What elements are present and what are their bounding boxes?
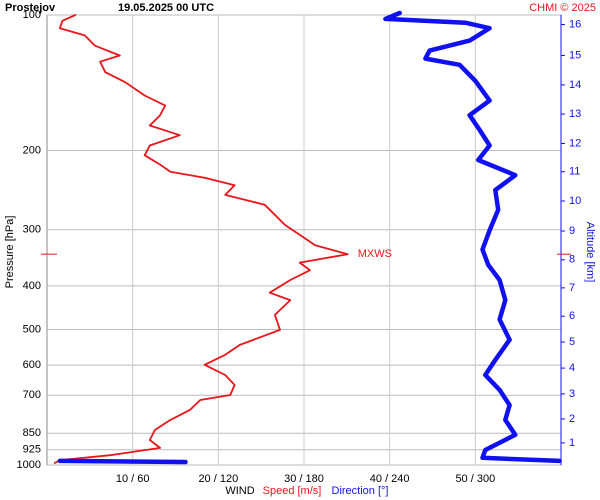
annotation: MXWS	[358, 248, 392, 260]
y2-tick-label: 4	[569, 362, 575, 374]
y-tick-label: 100	[23, 9, 41, 21]
y2-axis-label: Altitude [km]	[584, 222, 596, 283]
y2-tick-label: 16	[569, 18, 581, 30]
y2-tick-label: 10	[569, 195, 581, 207]
y2-tick-label: 8	[569, 254, 575, 266]
speed-line	[53, 14, 349, 464]
chart-title: Prostejov	[5, 2, 56, 14]
y-tick-label: 600	[23, 359, 41, 371]
x-tick-label: 40 / 240	[370, 473, 410, 485]
y2-tick-label: 6	[569, 310, 575, 322]
x-tick-label: 10 / 60	[116, 473, 150, 485]
x-axis-label: WIND	[225, 485, 254, 497]
y-tick-label: 850	[23, 427, 41, 439]
y2-tick-label: 14	[569, 79, 581, 91]
y2-tick-label: 11	[569, 166, 580, 178]
y2-tick-label: 5	[569, 336, 575, 348]
legend-entry: Speed [m/s]	[263, 485, 322, 497]
credit: CHMI © 2025	[529, 2, 596, 14]
y-tick-label: 400	[23, 280, 41, 292]
y-axis-label: Pressure [hPa]	[4, 216, 16, 289]
y-tick-label: 300	[23, 224, 41, 236]
y-tick-label: 925	[23, 444, 41, 456]
x-tick-label: 50 / 300	[455, 473, 495, 485]
y2-tick-label: 15	[569, 49, 581, 61]
y-tick-label: 500	[23, 323, 41, 335]
legend-entry: Direction [°]	[332, 485, 389, 497]
x-tick-label: 30 / 180	[284, 473, 324, 485]
direction-line	[57, 10, 562, 465]
y-tick-label: 700	[23, 389, 41, 401]
y-tick-label: 200	[23, 144, 41, 156]
y2-tick-label: 7	[569, 282, 575, 294]
y2-tick-label: 1	[569, 437, 575, 449]
y-tick-label: 1000	[17, 459, 41, 471]
y2-tick-label: 3	[569, 388, 575, 400]
x-tick-label: 20 / 120	[198, 473, 238, 485]
y2-tick-label: 13	[569, 108, 581, 120]
y2-tick-label: 9	[569, 225, 575, 237]
chart-subtitle: 19.05.2025 00 UTC	[118, 2, 214, 14]
y2-tick-label: 12	[569, 137, 581, 149]
y2-tick-label: 2	[569, 413, 575, 425]
